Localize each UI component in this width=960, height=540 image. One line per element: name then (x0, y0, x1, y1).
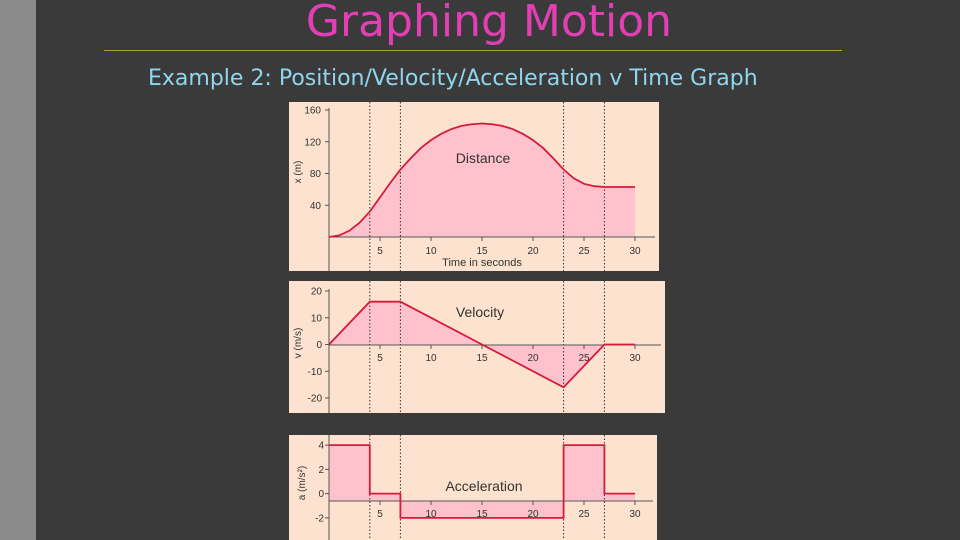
title-underline (104, 50, 842, 51)
x-tick-label: 20 (527, 353, 539, 364)
y-tick-label: 160 (304, 106, 321, 117)
y-tick-label: 40 (310, 201, 322, 212)
y-tick-label: -10 (308, 367, 323, 378)
y-tick-label: 0 (318, 489, 324, 500)
x-tick-label: 30 (629, 509, 641, 520)
x-tick-label: 10 (425, 246, 437, 257)
x-tick-label: 15 (476, 246, 488, 257)
velocity-chart: 5 10 15 20 25 30 20 10 0 -10 -20 Velocity v (m/s) (289, 281, 665, 413)
y-tick-label: 4 (318, 441, 324, 452)
chart-title: Velocity (456, 304, 504, 320)
x-axis-label: Time in seconds (442, 257, 522, 269)
x-tick-label: 10 (425, 353, 437, 364)
x-tick-label: 5 (377, 509, 383, 520)
chart-background (289, 281, 665, 413)
y-axis-label: v (m/s) (293, 328, 304, 359)
x-tick-label: 20 (527, 246, 539, 257)
x-tick-label: 30 (629, 246, 641, 257)
x-tick-label: 5 (377, 353, 383, 364)
slide-side-bar (0, 0, 36, 540)
x-tick-label: 5 (377, 246, 383, 257)
data-curve (328, 300, 635, 389)
y-tick-label: -2 (315, 513, 324, 524)
y-tick-label: 20 (311, 287, 323, 298)
y-tick-label: 120 (304, 137, 321, 148)
slide-subtitle: Example 2: Position/Velocity/Acceleratio… (148, 66, 758, 91)
chart-title: Acceleration (445, 478, 522, 494)
y-tick-label: -20 (308, 394, 323, 405)
x-tick-label: 15 (476, 509, 488, 520)
data-curve (329, 444, 635, 519)
y-axis-label: x (m) (293, 161, 304, 184)
x-tick-label: 30 (629, 353, 641, 364)
y-tick-label: 0 (316, 340, 322, 351)
distance-chart: 5 10 15 20 25 30 40 80 120 160 Distance x (m) Time i… (289, 102, 659, 271)
data-curve (328, 122, 635, 238)
y-axis-label: a (m/s²) (297, 466, 308, 500)
chart-title: Distance (456, 150, 511, 166)
x-tick-label: 10 (425, 509, 437, 520)
area-fill (329, 123, 635, 237)
y-tick-label: 10 (311, 313, 323, 324)
x-tick-label: 25 (578, 509, 590, 520)
x-tick-label: 25 (578, 246, 590, 257)
x-tick-label: 25 (578, 353, 590, 364)
x-tick-label: 20 (527, 509, 539, 520)
slide-title: Graphing Motion (305, 0, 673, 47)
y-tick-label: 2 (318, 465, 324, 476)
y-tick-label: 80 (310, 169, 322, 180)
x-tick-label: 15 (476, 353, 488, 364)
